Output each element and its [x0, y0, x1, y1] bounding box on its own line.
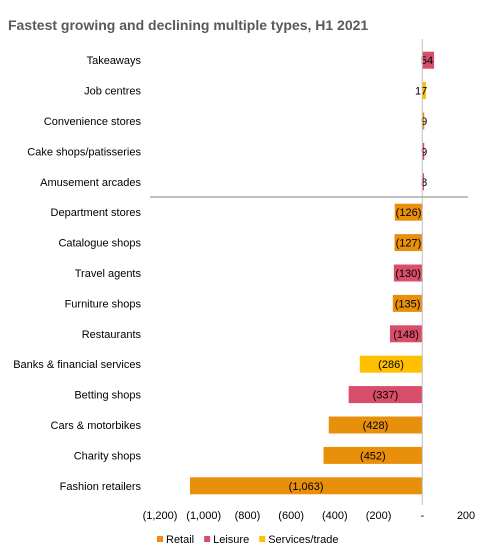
- legend-swatch: [259, 536, 266, 542]
- bar: [323, 446, 423, 464]
- data-label: (452): [360, 450, 386, 462]
- x-tick-label: (600): [278, 510, 304, 522]
- x-tick-label: (400): [322, 510, 348, 522]
- data-label: (135): [395, 298, 421, 310]
- data-label: 17: [415, 86, 427, 98]
- legend-label: Services/trade: [268, 534, 338, 546]
- bar: [392, 294, 423, 312]
- data-label: (286): [378, 359, 404, 371]
- data-label: (148): [393, 329, 419, 341]
- bar: [389, 325, 423, 343]
- data-label: 9: [421, 146, 427, 158]
- data-label: (428): [363, 420, 389, 432]
- category-label: Job centres: [84, 86, 141, 98]
- x-tick-label: (200): [366, 510, 392, 522]
- bar: [422, 51, 435, 69]
- x-tick-label: (1,200): [143, 510, 178, 522]
- bar: [422, 142, 425, 160]
- category-label: Travel agents: [75, 268, 142, 280]
- category-label: Charity shops: [74, 450, 142, 462]
- legend-swatch: [204, 536, 211, 542]
- category-label: Amusement arcades: [40, 177, 141, 189]
- category-label: Fashion retailers: [60, 481, 142, 493]
- bar: [359, 355, 423, 373]
- bar: [348, 386, 423, 404]
- legend-label: Retail: [166, 534, 194, 546]
- bar: [422, 173, 425, 191]
- x-tick-label: -: [420, 510, 424, 522]
- data-label: 9: [421, 116, 427, 128]
- category-label: Department stores: [51, 207, 142, 219]
- category-label: Betting shops: [74, 390, 141, 402]
- bar: [394, 234, 423, 252]
- x-tick-label: (1,000): [186, 510, 221, 522]
- bar: [422, 112, 425, 130]
- legend-swatch: [157, 536, 163, 542]
- category-label: Furniture shops: [65, 298, 142, 310]
- data-label: (130): [395, 268, 421, 280]
- data-label: 8: [421, 177, 427, 189]
- category-label: Catalogue shops: [58, 238, 141, 250]
- category-label: Banks & financial services: [13, 359, 141, 371]
- chart-title: Fastest growing and declining multiple t…: [8, 17, 369, 33]
- data-label: (337): [373, 390, 399, 402]
- data-label: (127): [396, 238, 422, 250]
- data-label: (1,063): [289, 481, 324, 493]
- category-label: Cars & motorbikes: [51, 420, 142, 432]
- bar: [328, 416, 423, 434]
- bar: [393, 264, 423, 282]
- bar: [189, 477, 423, 495]
- bar: [422, 82, 427, 100]
- category-label: Cake shops/patisseries: [27, 146, 141, 158]
- legend-label: Leisure: [213, 534, 249, 546]
- x-tick-label: 200: [457, 510, 475, 522]
- category-label: Restaurants: [82, 329, 142, 341]
- category-label: Convenience stores: [44, 116, 142, 128]
- data-label: (126): [396, 207, 422, 219]
- x-tick-label: (800): [235, 510, 261, 522]
- category-label: Takeaways: [87, 55, 142, 67]
- bar: [394, 203, 423, 221]
- data-label: 54: [421, 55, 433, 67]
